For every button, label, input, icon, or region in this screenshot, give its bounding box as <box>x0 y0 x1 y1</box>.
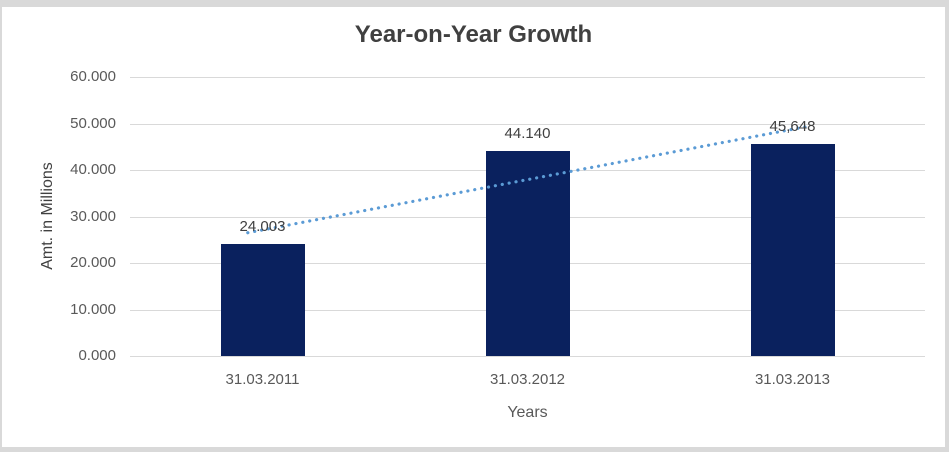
x-tick-label: 31.03.2011 <box>225 371 300 388</box>
chart-title: Year-on-Year Growth <box>354 21 593 48</box>
bar-value-label: 45,648 <box>769 117 816 135</box>
x-axis-title: Years <box>507 404 548 421</box>
y-tick-label: 10.000 <box>70 301 116 318</box>
gridline <box>130 356 925 357</box>
bar-value-label: 44.140 <box>504 124 551 142</box>
x-tick-label: 31.03.2013 <box>754 371 831 388</box>
bar <box>750 143 835 356</box>
chart-canvas: Year-on-Year Growth Amt. in Millions 0.0… <box>2 7 945 447</box>
x-tick-label: 31.03.2012 <box>489 371 566 388</box>
bar <box>220 244 305 356</box>
bar-value-label: 24.003 <box>239 218 286 236</box>
y-tick-label: 40.000 <box>70 161 116 178</box>
y-tick-label: 60.000 <box>70 68 116 85</box>
bar <box>485 150 570 356</box>
gridline <box>130 124 925 125</box>
y-tick-label: 50.000 <box>70 115 116 132</box>
y-tick-label: 20.000 <box>70 254 116 271</box>
plot-area: 0.000 10.000 20.000 30.000 40.000 50.000 60.00… <box>70 68 925 388</box>
y-tick-label: 0.000 <box>78 347 116 364</box>
gridline <box>130 77 925 78</box>
y-tick-label: 30.000 <box>70 208 116 225</box>
